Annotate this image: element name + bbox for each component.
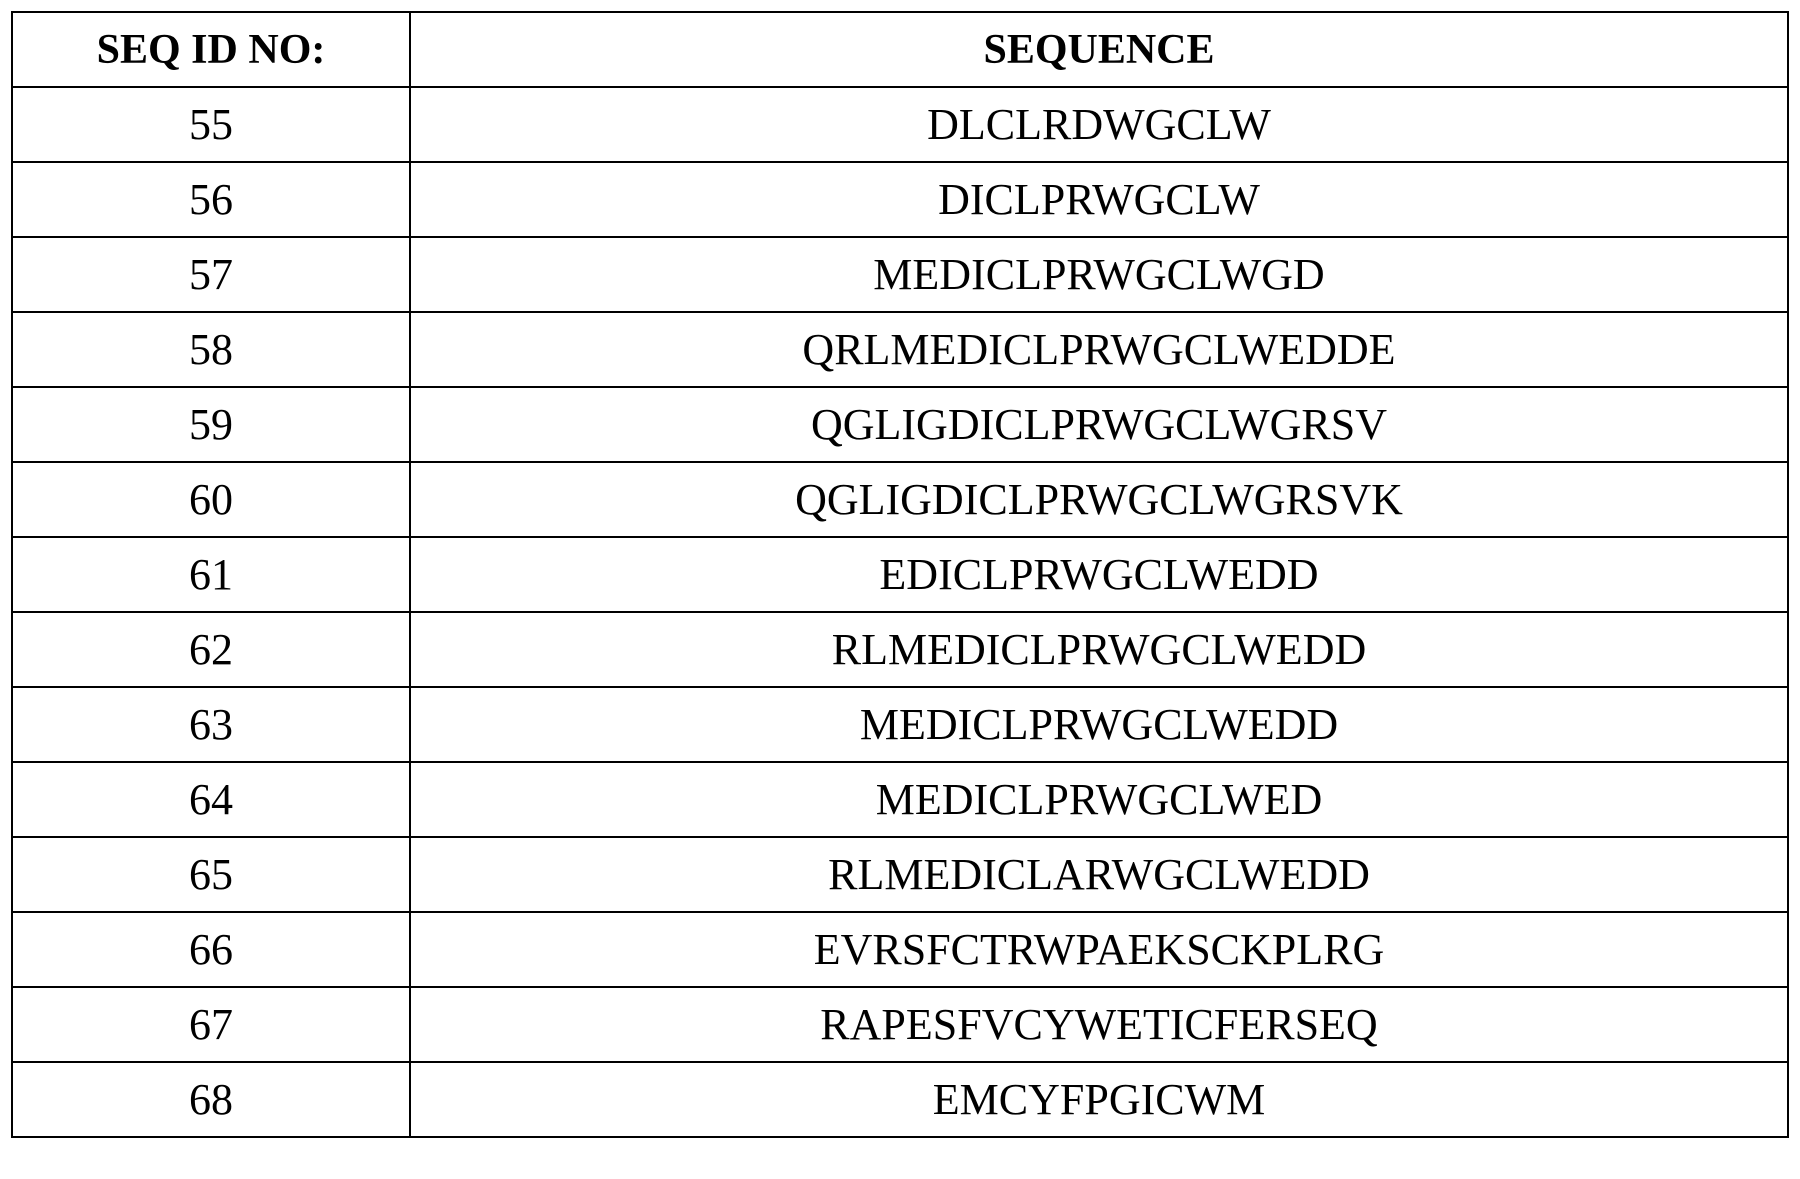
table-row: 55DLCLRDWGCLW xyxy=(12,87,1788,162)
table-row: 64MEDICLPRWGCLWED xyxy=(12,762,1788,837)
sequence-cell: DLCLRDWGCLW xyxy=(410,87,1788,162)
seq-id-cell: 67 xyxy=(12,987,410,1062)
seq-id-cell: 58 xyxy=(12,312,410,387)
header-sequence: SEQUENCE xyxy=(410,12,1788,87)
seq-id-cell: 63 xyxy=(12,687,410,762)
sequence-cell: EMCYFPGICWM xyxy=(410,1062,1788,1137)
sequence-cell: MEDICLPRWGCLWEDD xyxy=(410,687,1788,762)
seq-id-cell: 64 xyxy=(12,762,410,837)
seq-id-cell: 57 xyxy=(12,237,410,312)
table-row: 62RLMEDICLPRWGCLWEDD xyxy=(12,612,1788,687)
table-row: 63MEDICLPRWGCLWEDD xyxy=(12,687,1788,762)
seq-id-cell: 68 xyxy=(12,1062,410,1137)
sequence-cell: RAPESFVCYWETICFERSEQ xyxy=(410,987,1788,1062)
sequence-cell: MEDICLPRWGCLWGD xyxy=(410,237,1788,312)
table-row: 61EDICLPRWGCLWEDD xyxy=(12,537,1788,612)
sequence-table: SEQ ID NO: SEQUENCE 55DLCLRDWGCLW56DICLP… xyxy=(11,11,1789,1138)
sequence-cell: QRLMEDICLPRWGCLWEDDE xyxy=(410,312,1788,387)
seq-id-cell: 55 xyxy=(12,87,410,162)
sequence-cell: QGLIGDICLPRWGCLWGRSV xyxy=(410,387,1788,462)
sequence-cell: MEDICLPRWGCLWED xyxy=(410,762,1788,837)
sequence-cell: QGLIGDICLPRWGCLWGRSVK xyxy=(410,462,1788,537)
table-row: 58QRLMEDICLPRWGCLWEDDE xyxy=(12,312,1788,387)
sequence-cell: EDICLPRWGCLWEDD xyxy=(410,537,1788,612)
seq-id-cell: 62 xyxy=(12,612,410,687)
sequence-cell: RLMEDICLPRWGCLWEDD xyxy=(410,612,1788,687)
seq-id-cell: 66 xyxy=(12,912,410,987)
table-row: 67RAPESFVCYWETICFERSEQ xyxy=(12,987,1788,1062)
header-row: SEQ ID NO: SEQUENCE xyxy=(12,12,1788,87)
sequence-cell: EVRSFCTRWPAEKSCKPLRG xyxy=(410,912,1788,987)
table-row: 68EMCYFPGICWM xyxy=(12,1062,1788,1137)
table-row: 57MEDICLPRWGCLWGD xyxy=(12,237,1788,312)
sequence-cell: DICLPRWGCLW xyxy=(410,162,1788,237)
table-row: 56DICLPRWGCLW xyxy=(12,162,1788,237)
seq-id-cell: 65 xyxy=(12,837,410,912)
table-row: 65RLMEDICLARWGCLWEDD xyxy=(12,837,1788,912)
seq-id-cell: 56 xyxy=(12,162,410,237)
seq-id-cell: 59 xyxy=(12,387,410,462)
table-row: 66EVRSFCTRWPAEKSCKPLRG xyxy=(12,912,1788,987)
table-row: 60QGLIGDICLPRWGCLWGRSVK xyxy=(12,462,1788,537)
header-seq-id: SEQ ID NO: xyxy=(12,12,410,87)
sequence-cell: RLMEDICLARWGCLWEDD xyxy=(410,837,1788,912)
seq-id-cell: 60 xyxy=(12,462,410,537)
seq-id-cell: 61 xyxy=(12,537,410,612)
table-row: 59QGLIGDICLPRWGCLWGRSV xyxy=(12,387,1788,462)
